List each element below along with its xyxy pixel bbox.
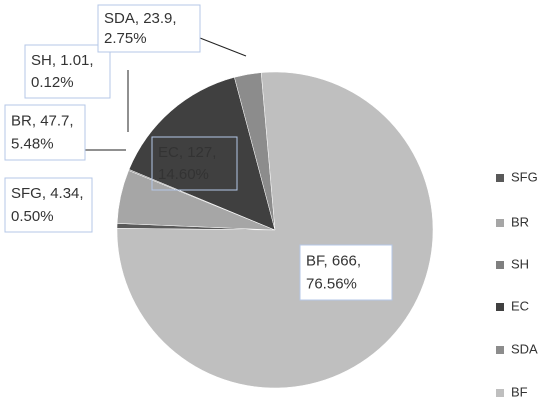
legend-label: BF xyxy=(511,384,528,399)
pie-slice xyxy=(116,71,434,389)
legend-swatch xyxy=(496,174,504,182)
label-box xyxy=(4,104,86,161)
legend-swatch xyxy=(496,346,504,354)
value-label: 23.9 xyxy=(143,10,172,27)
percent-label: 5.48% xyxy=(11,136,54,153)
legend-swatch xyxy=(496,303,504,311)
value-label: 666 xyxy=(332,252,357,269)
value-label: 4.34 xyxy=(50,185,79,202)
label-box xyxy=(151,136,238,191)
legend-swatch xyxy=(496,261,504,269)
percent-label: 14.60% xyxy=(158,166,209,183)
legend-label: SFG xyxy=(511,169,538,184)
label-box xyxy=(97,4,201,53)
legend-swatch xyxy=(496,219,504,227)
category-label: SH xyxy=(31,52,52,69)
legend-swatch xyxy=(496,389,504,397)
data-label: EC, 127, xyxy=(158,144,216,161)
value-label: 127 xyxy=(187,144,212,161)
leader-line xyxy=(199,37,247,57)
pie-slice xyxy=(128,77,276,231)
legend-label: SH xyxy=(511,256,529,271)
legend-label: EC xyxy=(511,298,529,313)
percent-label: 0.50% xyxy=(11,208,54,225)
category-label: BF xyxy=(306,252,325,269)
label-box xyxy=(4,177,93,233)
category-label: EC xyxy=(158,144,179,161)
legend-label: SDA xyxy=(511,341,538,356)
data-label: SH, 1.01, xyxy=(31,52,94,69)
value-label: 47.7 xyxy=(40,112,69,129)
data-label: BR, 47.7, xyxy=(11,112,74,129)
percent-label: 0.12% xyxy=(31,74,74,91)
value-label: 1.01 xyxy=(60,52,89,69)
label-box xyxy=(299,244,393,301)
category-label: SDA xyxy=(104,10,135,27)
category-label: BR xyxy=(11,112,32,129)
data-label: SDA, 23.9, xyxy=(104,10,177,27)
percent-label: 2.75% xyxy=(104,30,147,47)
legend-label: BR xyxy=(511,214,529,229)
data-label: SFG, 4.34, xyxy=(11,185,84,202)
percent-label: 76.56% xyxy=(306,276,357,293)
label-box xyxy=(24,44,111,99)
data-label: BF, 666, xyxy=(306,252,361,269)
category-label: SFG xyxy=(11,185,42,202)
